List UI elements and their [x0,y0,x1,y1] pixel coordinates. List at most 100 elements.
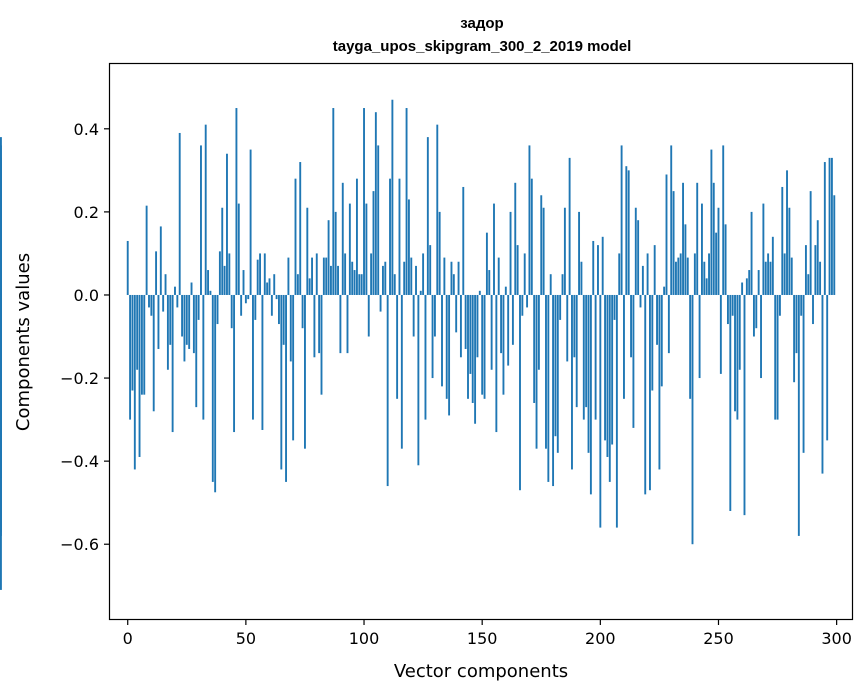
bar [221,207,224,295]
bar [497,257,500,295]
bar [374,112,377,295]
bar [204,124,207,295]
bar [540,195,543,295]
bar [452,274,455,295]
bar [797,294,800,536]
bar [150,294,153,316]
bar [637,220,640,295]
bar [521,294,524,316]
bar [131,294,134,391]
bar [750,211,753,295]
bar [597,245,599,295]
bar [152,294,155,412]
x-tick-label: 0 [123,629,133,648]
bar [237,203,240,295]
bar [552,294,555,487]
bar [289,294,292,362]
bar [660,294,663,387]
bar [760,294,762,379]
bar [426,137,429,295]
bar [471,294,474,403]
bar [828,157,831,295]
bar [563,207,566,295]
bar [424,294,427,420]
bar [363,108,365,295]
bar [693,253,696,295]
x-tick-label: 150 [467,629,498,648]
bar [325,257,328,295]
bar [0,294,2,383]
bar [611,294,614,445]
bar [403,261,406,295]
bar [464,294,467,349]
x-tick-label: 100 [349,629,380,648]
bar [273,274,276,295]
bar [830,157,833,295]
bar [327,220,330,295]
bar [422,253,425,295]
bar [320,294,323,395]
bar [698,294,701,379]
bar [580,261,583,295]
bar [682,182,684,295]
bar [197,294,200,320]
bar [476,294,479,358]
bar [488,270,491,295]
bar [200,145,202,295]
bar [807,274,810,295]
bar [615,294,618,528]
chart-title: задор [460,15,503,32]
bar [651,294,654,391]
bar [703,261,706,295]
bar [192,294,195,354]
bar [148,294,150,308]
bar [644,294,647,495]
bar [202,294,205,420]
bar [233,294,236,433]
bar [450,261,453,295]
bar [275,294,278,300]
bar [396,294,399,399]
bar [443,257,446,295]
bar [230,294,233,329]
bar [226,153,228,295]
bar [190,282,193,295]
bar [802,294,805,453]
bar [554,294,557,437]
bar [322,257,325,295]
bar [270,294,273,316]
chart-subtitle: tayga_upos_skipgram_300_2_2019 model [333,38,632,55]
bar [355,178,358,295]
bar [391,99,394,295]
bar [656,294,658,345]
bar [504,286,507,295]
bar [400,294,403,449]
bar [568,157,571,295]
bar [519,294,521,491]
bar [691,294,694,545]
bar [377,145,380,295]
bar [140,294,143,395]
bar [767,253,770,295]
bar [166,294,169,370]
bar [332,108,335,295]
bar [726,294,729,325]
bar [528,145,531,295]
bar [159,226,162,295]
bar [549,274,552,295]
bar [556,294,559,453]
bar [618,253,621,295]
bar [176,294,179,308]
bar [410,257,413,295]
bar [589,294,592,495]
bar [306,207,309,295]
bar [155,251,158,295]
bar [514,182,517,295]
bar [415,265,417,295]
bar [360,274,363,295]
bar [436,124,439,295]
bar [625,166,628,295]
bar [559,294,562,320]
bar [658,294,661,470]
bar [337,265,339,295]
